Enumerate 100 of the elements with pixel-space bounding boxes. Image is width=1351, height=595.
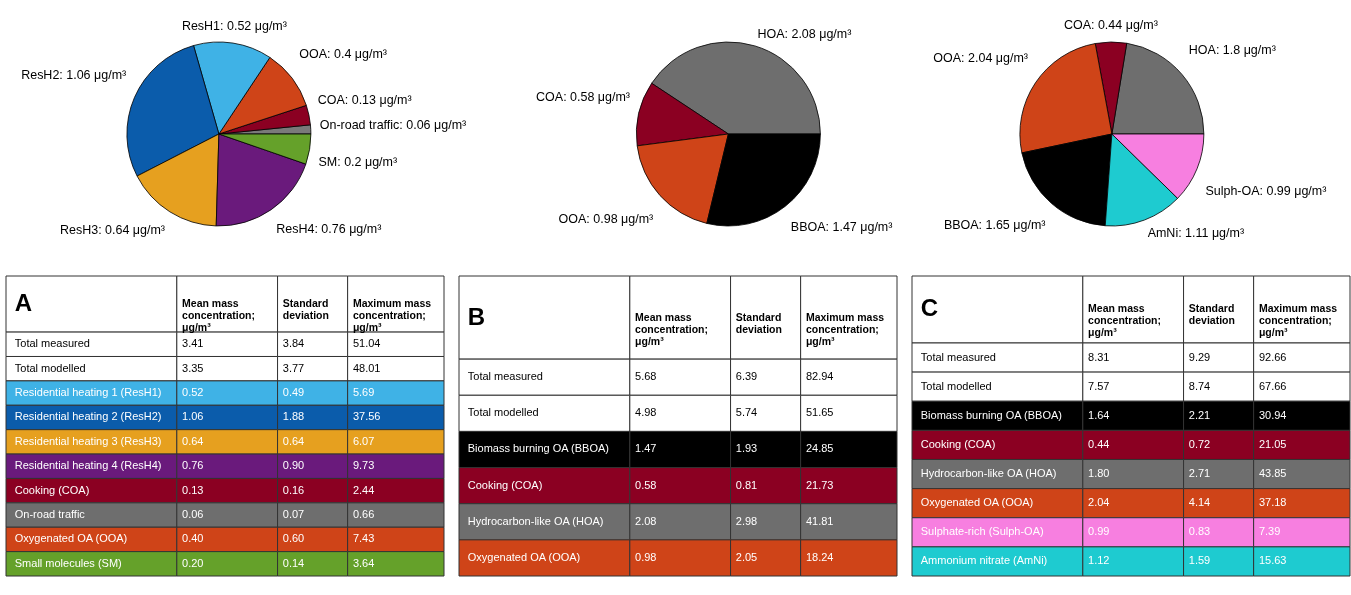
slice-label: ResH3: 0.64 μg/m³ [60, 222, 166, 237]
text: Mean mass concentration; μg/m³ [635, 310, 708, 347]
text: 7.43 [352, 532, 375, 545]
category-label: Cooking (COA) [920, 437, 996, 450]
text: Mean mass concentration; μg/m³ [182, 297, 255, 334]
text: C [920, 294, 939, 322]
text: 2.08 [635, 514, 657, 527]
text: 21.05 [1258, 437, 1287, 450]
slice-label: ResH1: 0.52 μg/m³ [181, 19, 287, 34]
text: 1.47 [635, 442, 657, 455]
text: Mean mass concentration; μg/m³ [1088, 302, 1161, 339]
text: 0.44 [1088, 437, 1110, 450]
category-label: Residential heating 2 (ResH2) [14, 410, 162, 423]
text: 5.68 [635, 370, 657, 383]
text: 6.07 [352, 434, 375, 447]
text: 9.29 [1188, 350, 1211, 363]
text: 0.40 [182, 532, 204, 545]
category-label: Total measured [14, 337, 90, 350]
text: 67.66 [1258, 379, 1287, 392]
text: 0.99 [1088, 525, 1110, 538]
category-label: Residential heating 3 (ResH3) [14, 434, 162, 447]
text: 2.71 [1188, 467, 1211, 480]
text: 0.14 [282, 556, 305, 569]
slice-label: COA: 0.58 μg/m³ [535, 90, 630, 105]
category-label: Cooking (COA) [467, 478, 543, 491]
text: 1.12 [1088, 554, 1110, 567]
text: Standard deviation [735, 310, 782, 335]
text: 51.04 [352, 337, 381, 350]
text: 7.39 [1258, 525, 1281, 538]
text: 37.18 [1258, 496, 1287, 509]
text: 0.81 [735, 478, 758, 491]
text: 8.74 [1188, 379, 1211, 392]
text: 8.31 [1088, 350, 1110, 363]
text: 51.65 [805, 406, 834, 419]
text: 0.66 [352, 508, 375, 521]
text: 0.76 [182, 459, 204, 472]
category-label: Total measured [920, 350, 996, 363]
text: 2.05 [735, 550, 758, 563]
category-label: On-road traffic [14, 508, 86, 521]
text: Maximum mass concentration; μg/m³ [352, 297, 432, 334]
text: 0.13 [182, 483, 204, 496]
text: 30.94 [1258, 408, 1287, 421]
text: 15.63 [1258, 554, 1287, 567]
text: 3.64 [352, 556, 375, 569]
text: 0.98 [635, 550, 657, 563]
slice-label: HOA: 1.8 μg/m³ [1188, 43, 1276, 58]
text: 21.73 [805, 478, 834, 491]
slice-label: ResH4: 0.76 μg/m³ [276, 221, 382, 236]
category-label: Biomass burning OA (BBOA) [920, 408, 1062, 421]
category-label: Total modelled [14, 361, 86, 374]
category-label: Cooking (COA) [14, 483, 90, 496]
text: A [14, 289, 33, 317]
text: 3.77 [282, 361, 305, 374]
text: 0.64 [282, 434, 305, 447]
text: Maximum mass concentration; μg/m³ [805, 310, 885, 347]
category-label: Total modelled [920, 379, 992, 392]
text: 0.72 [1188, 437, 1211, 450]
slice-label: OOA: 0.4 μg/m³ [299, 46, 387, 61]
text: 2.44 [352, 483, 375, 496]
text: 4.14 [1188, 496, 1211, 509]
text: 1.88 [282, 410, 305, 423]
text: 5.69 [352, 386, 375, 399]
text: 0.83 [1188, 525, 1211, 538]
text: 82.94 [805, 370, 834, 383]
text: 3.35 [182, 361, 204, 374]
text: 0.52 [182, 386, 204, 399]
text: 0.58 [635, 478, 657, 491]
text: 3.84 [282, 337, 305, 350]
slice-label: Sulph-OA: 0.99 μg/m³ [1204, 184, 1326, 199]
text: 6.39 [735, 370, 758, 383]
category-label: Residential heating 4 (ResH4) [14, 459, 162, 472]
text: 3.41 [182, 337, 204, 350]
text: B [467, 302, 486, 330]
slice-label: On-road traffic: 0.06 μg/m³ [319, 118, 467, 133]
category-label: Biomass burning OA (BBOA) [467, 442, 609, 455]
text: 0.90 [282, 459, 305, 472]
text: 0.64 [182, 434, 204, 447]
slice-label: COA: 0.13 μg/m³ [317, 92, 412, 107]
text: 1.93 [735, 442, 758, 455]
text: 1.80 [1088, 467, 1110, 480]
text: 24.85 [805, 442, 834, 455]
slice-label: HOA: 2.08 μg/m³ [757, 27, 851, 41]
text: 5.74 [735, 406, 758, 419]
category-label: Oxygenated OA (OOA) [467, 550, 581, 563]
text: Maximum mass concentration; μg/m³ [1258, 302, 1338, 339]
text: 41.81 [805, 514, 834, 527]
slice-label: COA: 0.44 μg/m³ [1063, 18, 1158, 33]
slice-label: SM: 0.2 μg/m³ [318, 154, 398, 169]
text: 9.73 [352, 459, 375, 472]
text: 2.98 [735, 514, 758, 527]
text: 1.64 [1088, 408, 1110, 421]
text: 92.66 [1258, 350, 1287, 363]
category-label: Oxygenated OA (OOA) [14, 532, 128, 545]
text: 1.59 [1188, 554, 1211, 567]
text: 48.01 [352, 361, 381, 374]
text: Standard deviation [1188, 302, 1235, 327]
category-label: Oxygenated OA (OOA) [920, 496, 1034, 509]
slice-label: OOA: 2.04 μg/m³ [932, 50, 1028, 65]
text: Standard deviation [282, 297, 329, 322]
slice-label: ResH2: 1.06 μg/m³ [21, 67, 127, 82]
